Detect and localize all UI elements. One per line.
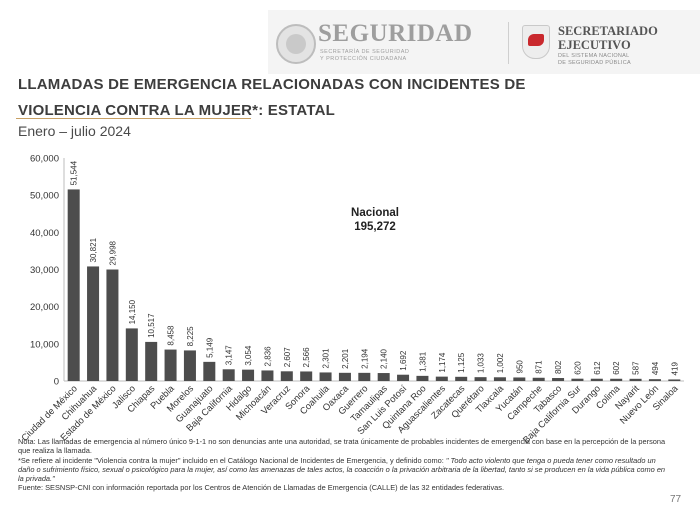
bar-value-label: 587 xyxy=(632,361,641,375)
bar xyxy=(377,373,390,381)
bar xyxy=(571,378,584,381)
national-seal-icon xyxy=(276,24,316,64)
total-value: 195,272 xyxy=(354,221,396,233)
bar xyxy=(242,369,255,381)
bar xyxy=(319,372,332,381)
seguridad-logo-text: SEGURIDAD xyxy=(318,20,473,47)
bar xyxy=(125,328,138,381)
bar xyxy=(280,371,293,381)
y-tick-label: 10,000 xyxy=(30,339,59,350)
bar xyxy=(590,378,603,381)
period-subtitle: Enero – julio 2024 xyxy=(18,123,131,139)
bar-value-label: 950 xyxy=(515,360,524,374)
bar-value-label: 2,607 xyxy=(283,347,292,368)
bar xyxy=(668,379,681,381)
page-title: LLAMADAS DE EMERGENCIA RELACIONADAS CON … xyxy=(18,72,538,124)
bar xyxy=(67,189,80,381)
bar xyxy=(532,377,545,381)
title-line-2: VIOLENCIA CONTRA LA MUJER*: ESTATAL xyxy=(18,102,335,119)
bar xyxy=(648,379,661,381)
logo-divider xyxy=(508,22,509,64)
bar xyxy=(358,372,371,381)
bar-value-label: 2,301 xyxy=(322,348,331,369)
title-underline xyxy=(16,118,251,119)
bar xyxy=(106,269,119,381)
bar xyxy=(164,349,177,381)
bar-value-label: 1,002 xyxy=(496,353,505,374)
bar-value-label: 29,998 xyxy=(108,240,117,265)
bar-value-label: 494 xyxy=(651,361,660,375)
note-emergency-calls: Nota: Las llamadas de emergencia al núme… xyxy=(18,437,666,456)
title-line-1: LLAMADAS DE EMERGENCIA RELACIONADAS CON … xyxy=(18,76,526,93)
seguridad-logo-subtitle: SECRETARÍA DE SEGURIDAD Y PROTECCIÓN CIU… xyxy=(320,49,410,62)
bar xyxy=(513,377,526,381)
bar xyxy=(435,376,448,381)
bar-value-label: 2,566 xyxy=(302,347,311,368)
bar-value-label: 2,836 xyxy=(263,346,272,367)
bar xyxy=(222,369,235,381)
bar-value-label: 30,821 xyxy=(89,237,98,262)
bar xyxy=(338,372,351,381)
bar-value-label: 10,517 xyxy=(147,313,156,338)
y-tick-label: 0 xyxy=(54,377,59,388)
bar xyxy=(145,341,158,381)
bar-value-label: 3,147 xyxy=(225,345,234,366)
note-definition-lead: *Se refiere al incidente "Violencia cont… xyxy=(18,455,446,465)
footnotes: Nota: Las llamadas de emergencia al núme… xyxy=(18,437,668,493)
bar xyxy=(397,374,410,381)
note-definition-quote: " Todo acto violento que tenga o pueda t… xyxy=(18,455,666,484)
bar-value-label: 8,458 xyxy=(167,325,176,346)
secretariado-shield-icon xyxy=(522,25,550,59)
bar xyxy=(610,378,623,381)
bar-value-label: 51,544 xyxy=(70,160,79,185)
y-tick-label: 60,000 xyxy=(30,154,59,165)
bar xyxy=(552,378,565,381)
bar xyxy=(203,361,216,381)
bar-value-label: 1,033 xyxy=(477,353,486,374)
bar-value-label: 2,194 xyxy=(360,348,369,369)
bar-value-label: 2,201 xyxy=(341,348,350,369)
bar xyxy=(455,376,468,381)
header-logo-strip xyxy=(268,10,700,74)
bar-value-label: 871 xyxy=(535,360,544,374)
bar xyxy=(493,377,506,381)
bar-value-label: 802 xyxy=(554,360,563,374)
total-label: Nacional xyxy=(351,207,399,219)
bar-value-label: 8,225 xyxy=(186,326,195,347)
note-source: Fuente: SESNSP-CNI con información repor… xyxy=(18,483,504,493)
bar-value-label: 3,054 xyxy=(244,345,253,366)
bar-value-label: 602 xyxy=(612,361,621,375)
bar xyxy=(474,377,487,381)
bar-value-label: 419 xyxy=(670,362,679,376)
secretariado-logo-text: SECRETARIADO EJECUTIVO xyxy=(558,24,658,52)
y-tick-label: 40,000 xyxy=(30,228,59,239)
bar-value-label: 1,692 xyxy=(399,350,408,371)
note-definition: *Se refiere al incidente "Violencia cont… xyxy=(18,456,668,484)
y-tick-label: 30,000 xyxy=(30,265,59,276)
y-tick-label: 20,000 xyxy=(30,302,59,313)
bar-value-label: 14,150 xyxy=(128,299,137,324)
y-tick-label: 50,000 xyxy=(30,191,59,202)
bar xyxy=(87,266,100,381)
bar xyxy=(261,370,274,381)
bar-value-label: 1,125 xyxy=(457,352,466,373)
bar-value-label: 612 xyxy=(593,361,602,375)
bar xyxy=(629,378,642,381)
bar-value-label: 5,149 xyxy=(205,337,214,358)
bar xyxy=(416,375,429,381)
bar xyxy=(183,350,196,381)
bar-value-label: 1,174 xyxy=(438,352,447,373)
bar-value-label: 2,140 xyxy=(380,348,389,369)
bar xyxy=(300,371,313,381)
bar-value-label: 1,381 xyxy=(418,351,427,372)
secretariado-logo-subtitle: DEL SISTEMA NACIONAL DE SEGURIDAD PÚBLIC… xyxy=(558,53,631,66)
page-number: 77 xyxy=(670,494,682,505)
bar-value-label: 620 xyxy=(573,361,582,375)
